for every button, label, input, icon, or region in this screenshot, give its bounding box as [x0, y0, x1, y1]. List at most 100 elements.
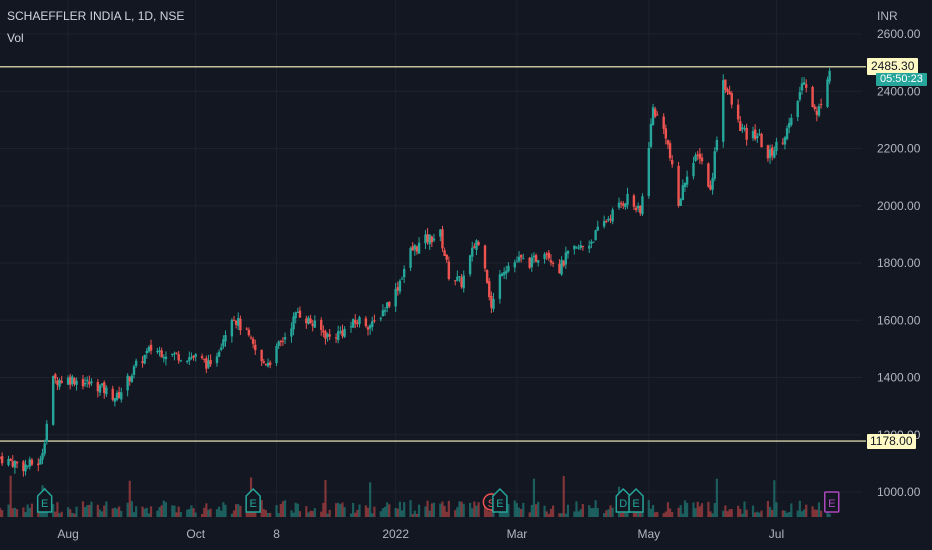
time-tick-label: 2022	[382, 527, 409, 541]
candle-body	[9, 459, 12, 461]
candle-body	[743, 127, 746, 129]
price-axis[interactable]: 1000.001200.001400.001600.001800.002000.…	[877, 27, 921, 499]
candle-body	[100, 383, 104, 386]
candle-body	[683, 182, 687, 188]
candle-body	[28, 459, 31, 467]
candle-body	[185, 360, 189, 362]
volume-bar	[364, 505, 367, 517]
candle-body	[490, 295, 493, 308]
volume-bar	[296, 503, 299, 517]
volume-bar	[647, 500, 650, 517]
candle-body	[426, 234, 429, 243]
earnings-badge[interactable]: E	[628, 487, 644, 513]
candle-body	[149, 344, 153, 351]
volume-bar	[262, 508, 265, 517]
candle-body	[115, 392, 119, 400]
earnings-badge[interactable]: E	[245, 487, 261, 513]
earnings-badge[interactable]: E	[36, 487, 53, 513]
candle-body	[292, 316, 295, 330]
candle-body	[254, 344, 257, 351]
candle-body	[428, 234, 431, 245]
candle-body	[543, 254, 546, 259]
volume-indicator-label[interactable]: Vol	[7, 31, 24, 45]
volume-bar	[696, 501, 699, 517]
candle-body	[577, 247, 580, 249]
volume-bar	[30, 503, 34, 517]
volume-bar	[356, 510, 359, 517]
candle-body	[685, 176, 689, 185]
volume-bar	[520, 509, 523, 517]
candle-body	[805, 84, 808, 88]
candle-body	[0, 457, 2, 459]
badge-letter: E	[41, 498, 48, 510]
volume-bar	[722, 510, 725, 517]
badge-letter: S	[488, 498, 495, 510]
candle-body	[145, 350, 148, 354]
candle-body	[349, 326, 353, 328]
candle-body	[513, 262, 516, 268]
volume-bar	[81, 501, 85, 517]
candle-body	[126, 375, 129, 391]
candle-body	[162, 357, 165, 359]
candle-body	[728, 91, 731, 95]
volume-bar	[460, 501, 463, 517]
price-tick-label: 1600.00	[877, 313, 921, 327]
volume-bar	[58, 513, 61, 517]
volume-bar	[713, 503, 716, 517]
candle-body	[739, 121, 742, 132]
volume-bar	[388, 504, 391, 517]
candle-body	[473, 246, 476, 248]
volume-bar	[98, 509, 102, 517]
candle-body	[641, 196, 644, 215]
volume-bar	[9, 475, 12, 517]
price-tick-label: 2400.00	[877, 84, 921, 98]
candle-body	[11, 461, 14, 467]
volume-bar	[358, 504, 361, 517]
candle-body	[592, 241, 595, 243]
candle-body	[164, 356, 168, 360]
volume-bar	[71, 512, 74, 517]
candle-body	[264, 364, 268, 366]
volume-bar	[54, 511, 57, 517]
candle-body	[268, 362, 272, 365]
volume-bar	[75, 506, 78, 517]
candle-body	[798, 92, 802, 100]
candle-body	[519, 254, 523, 258]
volume-bar	[620, 512, 623, 517]
volume-bar	[175, 512, 178, 517]
volume-bar	[177, 506, 180, 517]
candle-body	[7, 458, 10, 466]
candle-body	[366, 327, 370, 330]
candle-body	[545, 253, 548, 255]
volume-bar	[590, 508, 593, 517]
candle-body	[251, 338, 255, 344]
volume-bar	[707, 501, 710, 517]
symbol-title[interactable]: SCHAEFFLER INDIA L, 1D, NSE	[7, 9, 185, 23]
time-axis[interactable]: Aug Oct 8 2022 Mar May Jul	[57, 527, 784, 541]
candle-body	[711, 178, 714, 190]
candle-body	[775, 141, 778, 151]
candle-body	[54, 374, 57, 379]
candle-body	[566, 250, 570, 254]
candle-body	[190, 357, 193, 359]
candle-body	[232, 319, 236, 321]
candle-body	[817, 106, 821, 116]
candle-body	[819, 104, 823, 106]
volume-bar	[369, 482, 372, 517]
volume-bar	[22, 507, 25, 517]
candlesticks	[0, 67, 831, 477]
volume-bar	[715, 478, 718, 517]
volume-bar	[1, 510, 4, 517]
volume-bar	[651, 504, 655, 517]
candle-body	[262, 361, 265, 363]
volume-bar	[781, 510, 784, 517]
volume-bar	[290, 510, 293, 517]
future-earnings-badge[interactable]: E	[823, 491, 840, 513]
earnings-badge[interactable]: E	[492, 487, 508, 513]
volume-bar	[739, 508, 742, 517]
volume-bar	[488, 511, 491, 517]
volume-bar	[439, 503, 442, 517]
volume-bar	[186, 509, 189, 517]
